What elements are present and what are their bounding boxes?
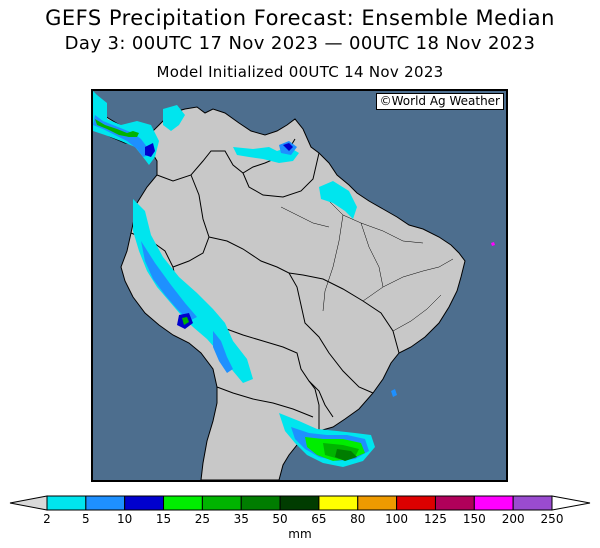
credit-label: ©World Ag Weather [375,93,504,110]
colorbar-tick-label: 50 [272,512,288,526]
colorbar-bin [201,495,242,511]
land-south-america [98,106,466,480]
colorbar-bin [279,495,320,511]
colorbar-bin [46,495,87,511]
colorbar-bin [318,495,359,511]
colorbar-tick-label: 5 [82,512,90,526]
state-borders [280,200,454,332]
colorbar-tick-label: 10 [117,512,133,526]
colorbar-tick-label: 150 [462,512,486,526]
colorbar-tick-label: 125 [424,512,447,526]
colorbar-bin [434,495,475,511]
colorbar-tick-label: 35 [233,512,249,526]
map-canvas [93,91,495,480]
colorbar-tick-label: 80 [350,512,366,526]
precipitation-shading [93,91,495,467]
colorbar-bin [124,495,165,511]
colorbar-tick-label: 250 [540,512,564,526]
colorbar-tick-label: 200 [501,512,525,526]
colorbar-over-triangle [551,495,591,511]
colorbar-tick-label: 15 [155,512,172,526]
colorbar-bin [473,495,514,511]
colorbar-bin [512,495,553,511]
colorbar-tick-label: 2 [43,512,51,526]
map-title: GEFS Precipitation Forecast: Ensemble Me… [45,6,555,30]
colorbar-bin [357,495,398,511]
colorbar [9,495,591,511]
colorbar-tick-label: 100 [385,512,409,526]
colorbar-tick-label: 25 [194,512,211,526]
colorbar-under-triangle [9,495,48,511]
model-init-time: Model Initialized 00UTC 14 Nov 2023 [156,63,444,81]
colorbar-bin [85,495,126,511]
precipitation-map: ©World Ag Weather [91,89,508,482]
colorbar-bin [396,495,436,511]
colorbar-bin [240,495,281,511]
forecast-period: Day 3: 00UTC 17 Nov 2023 — 00UTC 18 Nov … [64,33,536,54]
colorbar-units: mm [288,527,312,541]
colorbar-bin [163,495,203,511]
colorbar-tick-label: 65 [311,512,327,526]
